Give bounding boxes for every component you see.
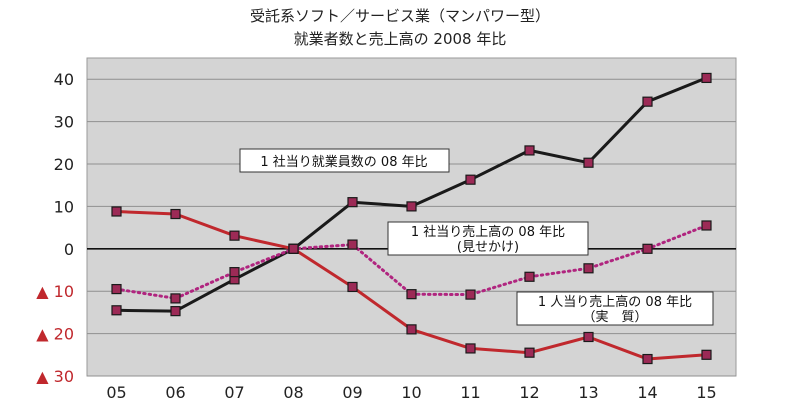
x-tick-label: 08 xyxy=(283,383,303,402)
annotation-employees-text: 1 社当り就業員数の 08 年比 xyxy=(260,154,427,170)
series-2-marker xyxy=(583,263,594,274)
y-tick-label: 0 xyxy=(64,240,74,259)
series-1-marker xyxy=(642,96,653,107)
y-tick-label: ▲ 10 xyxy=(36,282,74,301)
series-2-marker xyxy=(701,220,712,231)
series-2-marker xyxy=(111,283,122,295)
series-3-marker xyxy=(583,331,594,343)
x-tick-label: 11 xyxy=(460,383,480,402)
x-tick-label: 15 xyxy=(696,383,716,402)
annotation-sales-per-person-text: 1 人当り売上高の 08 年比 xyxy=(538,294,692,310)
series-1-marker xyxy=(111,305,122,316)
series-1-marker xyxy=(406,201,417,212)
series-3-marker xyxy=(288,243,299,254)
series-3-marker xyxy=(642,353,653,365)
x-tick-label: 10 xyxy=(401,383,421,402)
x-tick-label: 06 xyxy=(165,383,185,402)
series-2-marker xyxy=(465,289,476,300)
annotation-sales-per-person-note: （実 質） xyxy=(582,309,647,325)
series-3-marker xyxy=(170,208,181,220)
annotation-sales-per-company-note: (見せかけ) xyxy=(457,240,519,255)
y-tick-label: 40 xyxy=(54,70,74,89)
series-3-marker xyxy=(406,324,417,335)
x-tick-label: 09 xyxy=(342,383,362,402)
y-tick-label: 20 xyxy=(54,155,74,174)
series-3-marker xyxy=(229,230,240,241)
series-2-marker xyxy=(170,293,181,304)
series-1-marker xyxy=(465,174,476,185)
series-1-marker xyxy=(701,72,712,84)
annotation-sales-per-person: 1 人当り売上高の 08 年比 （実 質） xyxy=(516,291,714,326)
y-tick-label: 10 xyxy=(54,197,74,216)
annotation-sales-per-company-text: 1 社当り売上高の 08 年比 xyxy=(411,224,565,240)
series-1-marker xyxy=(347,197,358,208)
x-tick-label: 05 xyxy=(106,383,126,402)
series-1-marker xyxy=(524,145,535,156)
x-tick-label: 13 xyxy=(578,383,598,402)
annotation-employees: 1 社当り就業員数の 08 年比 xyxy=(239,148,450,173)
y-tick-label: 30 xyxy=(54,113,74,132)
series-3-marker xyxy=(701,349,712,360)
series-2-marker xyxy=(229,267,240,278)
x-tick-label: 12 xyxy=(519,383,539,402)
series-1-marker xyxy=(583,157,594,168)
series-2-marker xyxy=(642,243,653,254)
y-tick-label: ▲ 30 xyxy=(36,367,74,386)
x-tick-label: 14 xyxy=(637,383,657,402)
series-2-marker xyxy=(406,289,417,300)
series-3-marker xyxy=(111,206,122,217)
series-2-marker xyxy=(347,239,358,250)
x-tick-label: 07 xyxy=(224,383,244,402)
series-1-marker xyxy=(170,306,181,317)
y-tick-label: ▲ 20 xyxy=(36,325,74,344)
series-3-marker xyxy=(347,281,358,293)
chart-title: 受託系ソフト／サービス業（マンパワー型） xyxy=(250,7,550,25)
annotation-sales-per-company: 1 社当り売上高の 08 年比 (見せかけ) xyxy=(387,221,589,256)
series-2-marker xyxy=(524,271,535,282)
series-3-marker xyxy=(524,347,535,358)
chart-subtitle: 就業者数と売上高の 2008 年比 xyxy=(294,30,507,48)
series-3-marker xyxy=(465,343,476,354)
